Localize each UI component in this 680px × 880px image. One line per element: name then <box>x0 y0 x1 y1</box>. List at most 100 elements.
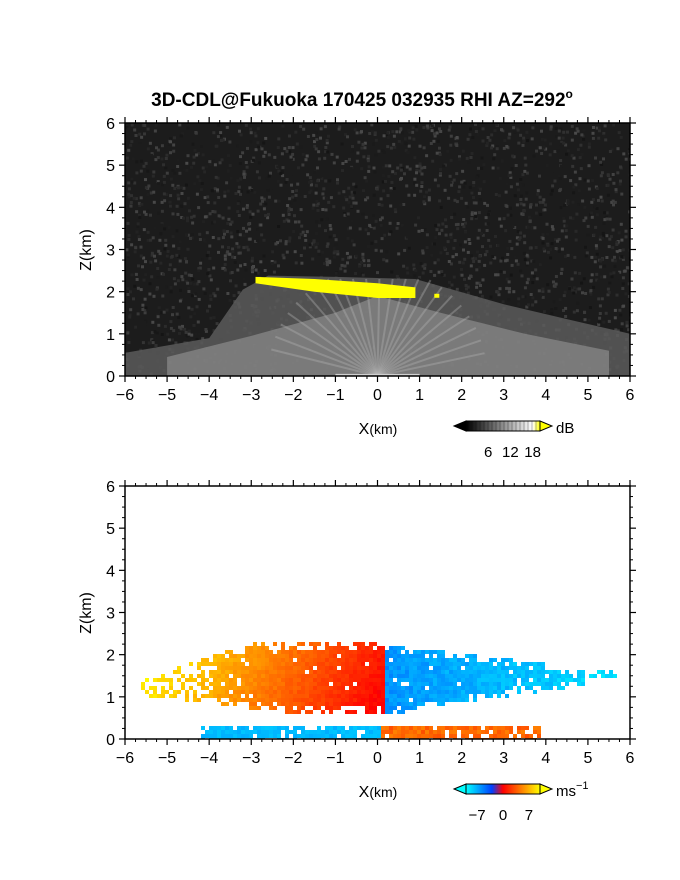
velocity-cell <box>313 698 317 702</box>
velocity-cell <box>261 646 265 650</box>
noise-speckle <box>192 161 196 165</box>
noise-speckle <box>136 286 140 290</box>
velocity-cell <box>289 702 293 706</box>
velocity-cell <box>381 690 385 694</box>
noise-speckle <box>167 338 171 342</box>
velocity-cell <box>485 690 489 694</box>
noise-speckle <box>374 248 378 252</box>
noise-speckle <box>490 133 494 137</box>
noise-speckle <box>290 157 293 161</box>
velocity-cell <box>481 690 485 694</box>
noise-speckle <box>372 214 375 217</box>
velocity-cell <box>289 646 293 650</box>
noise-speckle <box>566 130 569 134</box>
noise-speckle <box>544 147 548 151</box>
noise-speckle <box>313 171 317 175</box>
noise-speckle <box>226 221 230 225</box>
velocity-cell <box>253 670 257 674</box>
noise-speckle <box>605 211 609 215</box>
noise-speckle <box>250 268 254 272</box>
noise-speckle <box>554 307 558 310</box>
x-tick-label: −5 <box>158 387 176 404</box>
velocity-cell <box>317 662 321 666</box>
noise-speckle <box>164 157 168 160</box>
noise-speckle <box>219 134 223 138</box>
noise-speckle <box>139 254 143 258</box>
noise-speckle <box>395 130 399 134</box>
noise-speckle <box>350 205 354 209</box>
noise-speckle <box>282 219 286 223</box>
velocity-cell <box>321 654 325 658</box>
velocity-cell <box>413 670 417 674</box>
velocity-cell <box>401 690 405 694</box>
noise-speckle <box>265 176 269 180</box>
noise-speckle <box>507 298 511 302</box>
noise-speckle <box>523 295 527 299</box>
velocity-cell <box>253 678 257 682</box>
velocity-cell <box>285 710 289 714</box>
noise-speckle <box>198 232 202 236</box>
velocity-cell <box>553 674 557 678</box>
noise-speckle <box>320 218 324 222</box>
noise-speckle <box>190 165 193 169</box>
noise-speckle <box>625 320 629 324</box>
velocity-cell <box>285 678 289 682</box>
noise-speckle <box>444 218 447 222</box>
noise-speckle <box>128 313 132 317</box>
velocity-cell <box>233 730 237 734</box>
noise-speckle <box>525 253 529 257</box>
noise-speckle <box>397 139 401 143</box>
x-tick-label: −3 <box>242 387 260 404</box>
velocity-cell <box>333 666 337 670</box>
noise-speckle <box>132 297 135 301</box>
velocity-cell <box>365 690 369 694</box>
velocity-cell <box>517 686 521 690</box>
velocity-cell <box>389 670 393 674</box>
noise-speckle <box>316 202 320 206</box>
noise-speckle <box>187 273 191 277</box>
velocity-cell <box>577 682 581 686</box>
noise-speckle <box>213 235 217 238</box>
noise-speckle <box>212 159 216 163</box>
noise-speckle <box>179 186 183 190</box>
velocity-cell <box>409 726 413 730</box>
noise-speckle <box>130 140 134 144</box>
noise-speckle <box>180 216 184 219</box>
velocity-cell <box>373 686 377 690</box>
beam-streak <box>295 301 379 376</box>
noise-speckle <box>446 126 450 130</box>
velocity-cell <box>237 694 241 698</box>
velocity-cell <box>373 682 377 686</box>
velocity-cell <box>321 662 325 666</box>
noise-speckle <box>133 128 137 132</box>
velocity-cell <box>429 726 433 730</box>
noise-speckle <box>513 226 517 229</box>
noise-speckle <box>394 210 398 214</box>
noise-speckle <box>618 249 622 253</box>
noise-speckle <box>432 139 436 143</box>
velocity-cell <box>397 662 401 666</box>
velocity-cell <box>413 686 417 690</box>
x-tick-label: 1 <box>415 750 424 767</box>
velocity-cell <box>369 706 373 710</box>
noise-speckle <box>503 139 507 143</box>
noise-speckle <box>269 186 273 190</box>
velocity-cell <box>285 730 289 734</box>
noise-speckle <box>210 189 214 193</box>
beam-streak <box>377 352 485 376</box>
velocity-cell <box>221 678 225 682</box>
noise-speckle <box>160 333 164 336</box>
noise-speckle <box>285 218 289 222</box>
noise-speckle <box>248 186 252 190</box>
velocity-cell <box>397 690 401 694</box>
noise-speckle <box>550 242 554 246</box>
velocity-cell <box>345 690 349 694</box>
velocity-cell <box>361 702 365 706</box>
velocity-cell <box>285 690 289 694</box>
noise-speckle <box>186 126 190 130</box>
noise-speckle <box>627 151 630 155</box>
velocity-cell <box>329 646 333 650</box>
velocity-cell <box>557 678 561 682</box>
noise-speckle <box>350 239 354 243</box>
noise-speckle <box>435 151 439 155</box>
